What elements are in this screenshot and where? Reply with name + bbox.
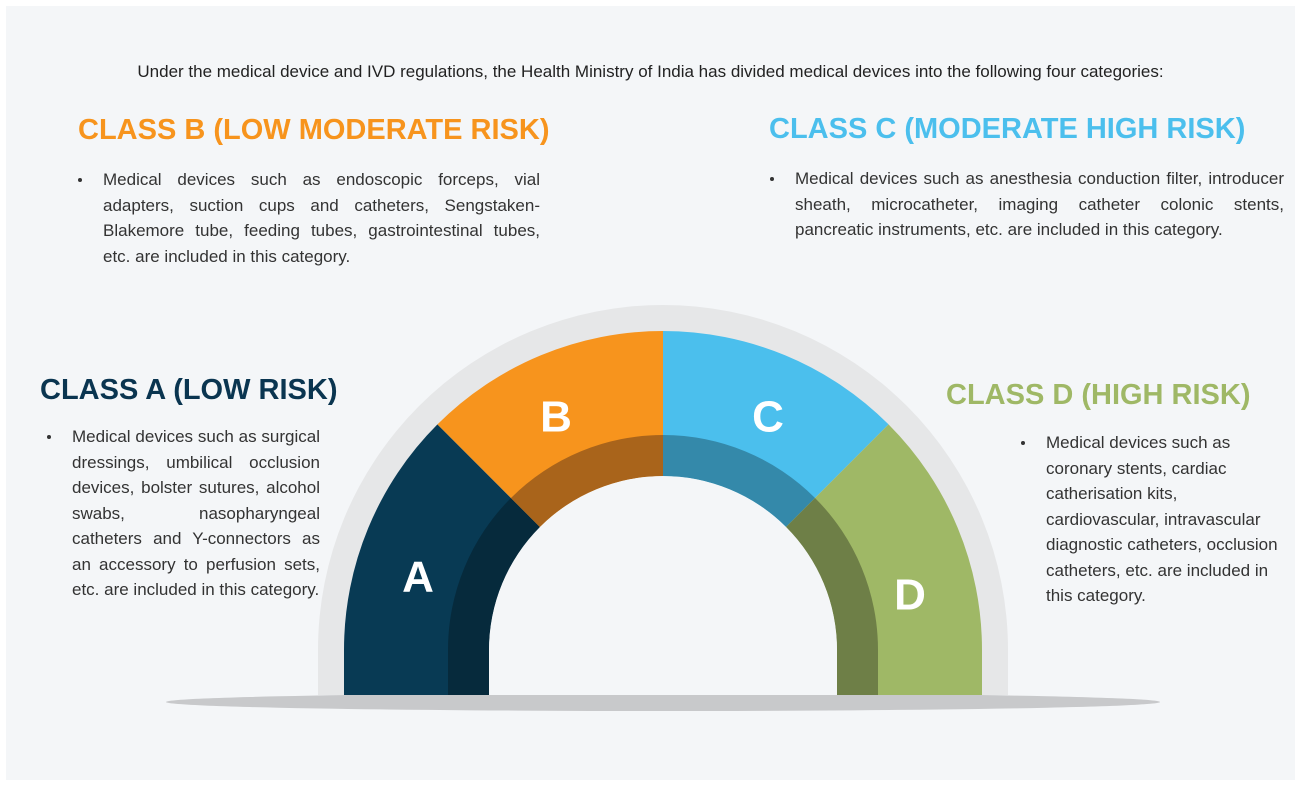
- letter-a: A: [402, 553, 434, 602]
- segment-foot-band: [448, 650, 489, 695]
- intro-text: Under the medical device and IVD regulat…: [137, 62, 1164, 81]
- letter-d: D: [894, 571, 926, 620]
- shadow: [166, 693, 1160, 711]
- segment-inner-band: [786, 497, 878, 650]
- letter-b: B: [540, 393, 572, 442]
- class-c-description: Medical devices such as anesthesia condu…: [770, 166, 1284, 243]
- class-c-title: CLASS C (MODERATE HIGH RISK): [769, 113, 1246, 145]
- segments: [344, 331, 982, 695]
- class-d-description: Medical devices such as coronary stents,…: [1021, 430, 1281, 609]
- letter-c: C: [752, 393, 784, 442]
- inner-hole: [489, 476, 837, 695]
- class-a-description: Medical devices such as surgical dressin…: [47, 424, 320, 603]
- class-b-title: CLASS B (LOW MODERATE RISK): [78, 114, 550, 146]
- segment-inner-band: [663, 435, 816, 527]
- segment-inner-band: [510, 435, 663, 527]
- class-b-description: Medical devices such as endoscopic force…: [78, 167, 540, 269]
- segment-foot-band: [837, 650, 878, 695]
- class-d-title: CLASS D (HIGH RISK): [946, 379, 1251, 411]
- segment-inner-band: [448, 497, 540, 650]
- class-a-title: CLASS A (LOW RISK): [40, 374, 338, 406]
- letters: A B C D: [402, 393, 926, 620]
